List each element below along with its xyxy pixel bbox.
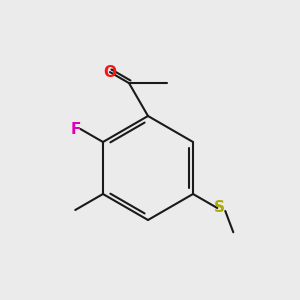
Text: O: O [103,64,116,80]
Text: F: F [70,122,81,136]
Text: S: S [214,200,225,215]
